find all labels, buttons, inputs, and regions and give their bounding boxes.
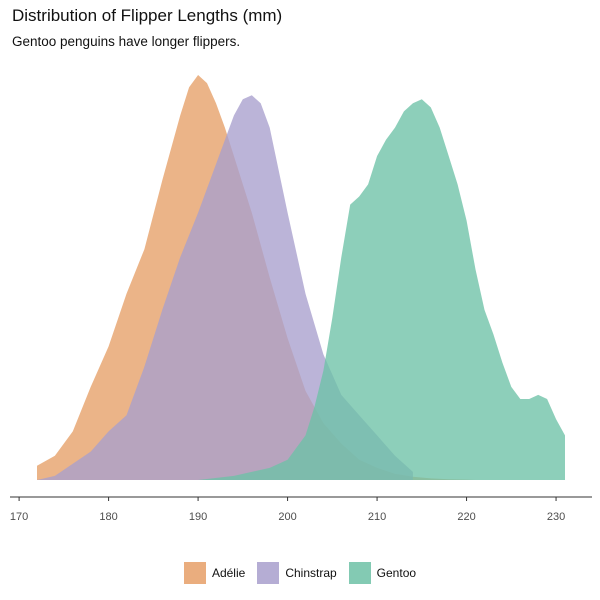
x-tick-label: 190 xyxy=(189,511,207,523)
legend-key xyxy=(183,562,206,584)
legend-key xyxy=(257,562,280,584)
legend-item: Chinstrap xyxy=(257,562,337,584)
legend-item: Adélie xyxy=(183,562,246,584)
legend-label: Gentoo xyxy=(376,566,417,580)
x-tick-label: 210 xyxy=(368,511,386,523)
legend-label: Chinstrap xyxy=(285,566,337,580)
density-area-gentoo xyxy=(198,99,565,481)
x-tick-label: 200 xyxy=(278,511,296,523)
density-area-chinstrap xyxy=(37,95,413,481)
density-areas xyxy=(37,75,565,481)
legend-label: Adélie xyxy=(211,566,246,580)
chart-title: Distribution of Flipper Lengths (mm) xyxy=(12,6,283,25)
chart-subtitle: Gentoo penguins have longer flippers. xyxy=(12,34,241,49)
x-tick-label: 180 xyxy=(99,511,117,523)
x-tick-label: 230 xyxy=(547,511,565,523)
legend-item: Gentoo xyxy=(348,562,417,584)
legend-key xyxy=(348,562,371,584)
x-axis-ticks: 170 180 190 200 210 220 230 xyxy=(10,497,565,523)
legend: Adélie Chinstrap Gentoo xyxy=(0,561,600,585)
x-tick-label: 220 xyxy=(457,511,475,523)
x-tick-label: 170 xyxy=(10,511,28,523)
